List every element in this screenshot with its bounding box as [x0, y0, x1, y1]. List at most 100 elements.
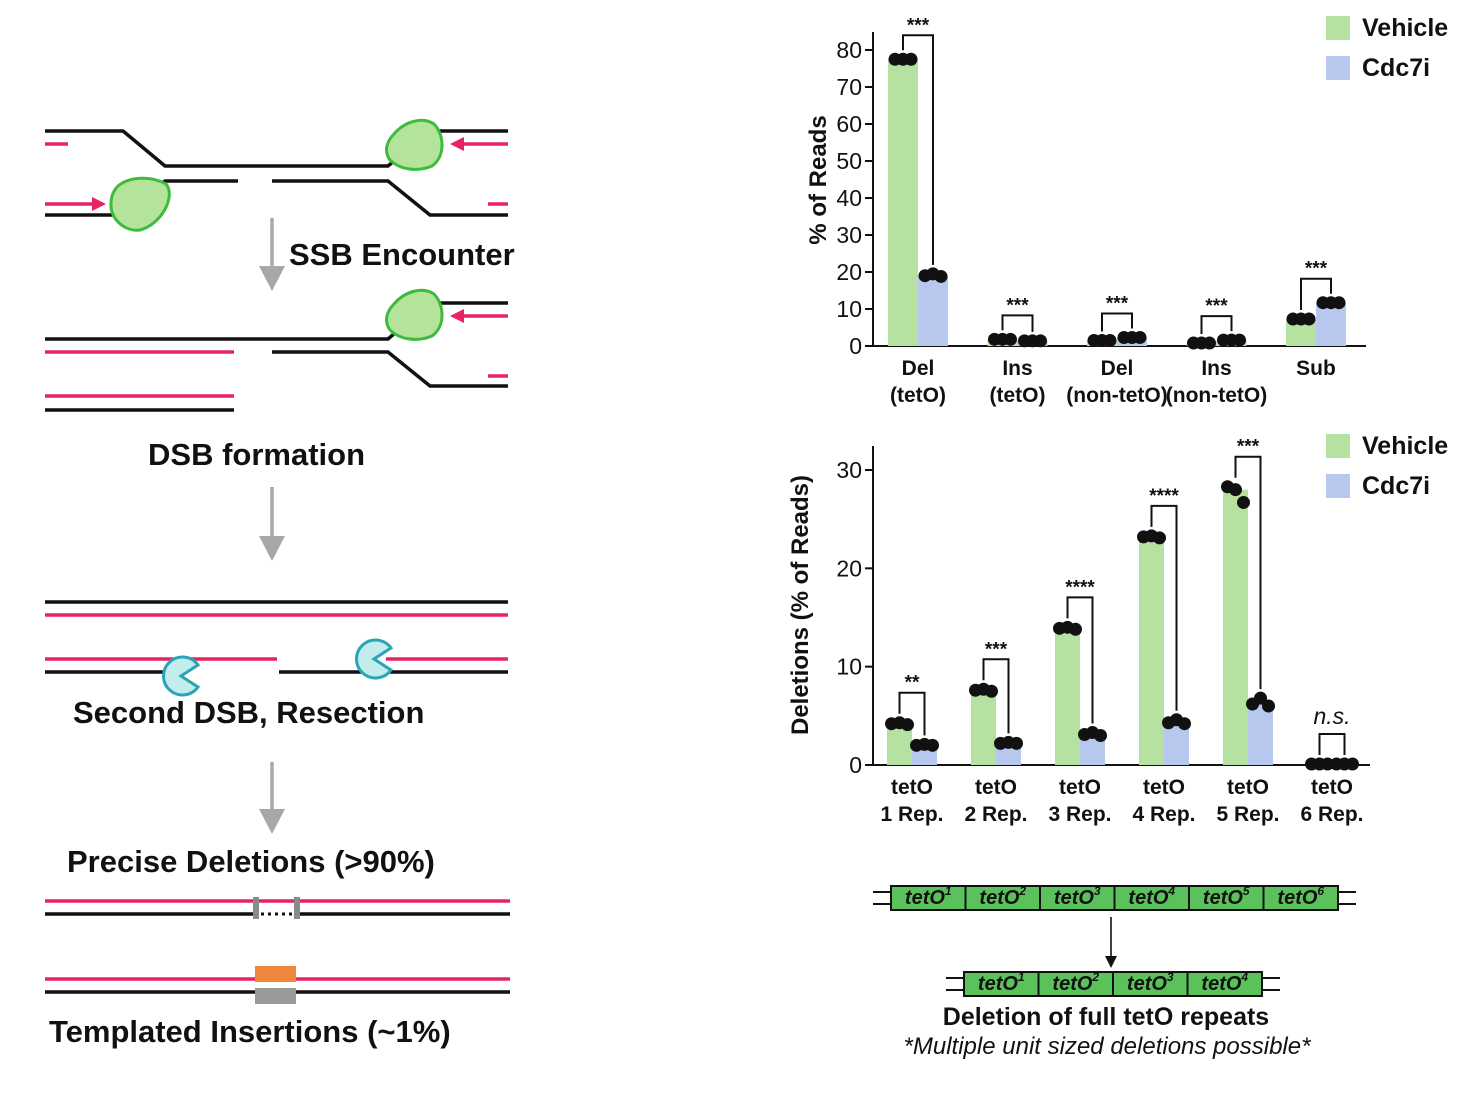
category-label: Ins	[1002, 357, 1032, 380]
down-arrow-icon	[259, 762, 285, 834]
down-arrow-icon	[259, 487, 285, 561]
significance-label: ****	[1149, 486, 1179, 507]
legend-label-vehicle: Vehicle	[1362, 14, 1448, 42]
significance-bracket	[1001, 314, 1034, 332]
teto-unit	[964, 885, 1041, 911]
legend-swatch-cdc7i	[1326, 56, 1350, 80]
y-tick-label: 30	[836, 222, 862, 248]
significance-bracket	[1300, 277, 1332, 310]
data-point	[1178, 717, 1191, 731]
teto-unit	[1188, 885, 1265, 911]
significance-label: ***	[1205, 296, 1228, 317]
teto-array-deleted: tetO1 tetO2 tetO3 tetO4	[946, 970, 1280, 997]
teto-unit-label: tetO5	[1203, 884, 1250, 909]
category-label: Del	[1101, 357, 1134, 380]
legend-label-cdc7i: Cdc7i	[1362, 472, 1430, 500]
legend: Vehicle Cdc7i	[1326, 432, 1448, 500]
category-label: tetO	[1227, 776, 1269, 799]
significance-label: ***	[1006, 295, 1029, 316]
data-point	[1034, 334, 1047, 348]
data-point	[1346, 757, 1359, 771]
y-tick-label: 50	[836, 148, 862, 174]
data-points	[888, 52, 1346, 350]
down-arrow-icon	[1105, 917, 1117, 968]
legend-swatch-vehicle	[1326, 434, 1350, 458]
axes: 0 10 20 30 40 50 60 70 80	[836, 32, 1366, 359]
data-point	[1004, 332, 1017, 346]
nuclease-pacman-icon	[355, 638, 394, 680]
category-label: tetO	[891, 776, 933, 799]
y-tick-label: 10	[836, 296, 862, 322]
significance-bracket	[1150, 504, 1178, 711]
category-label: tetO	[1311, 776, 1353, 799]
insertion-block-top	[255, 966, 296, 982]
category-label: Ins	[1201, 357, 1231, 380]
teto-unit-label: tetO3	[1127, 970, 1174, 995]
data-point	[1229, 483, 1242, 497]
bar-cdc7i	[1316, 302, 1346, 346]
data-point	[1203, 336, 1216, 350]
teto-unit-label: tetO2	[979, 884, 1026, 909]
outcome-label-templated-insertions: Templated Insertions (~1%)	[49, 1014, 451, 1049]
data-point	[1332, 296, 1346, 310]
y-tick-label: 30	[836, 457, 862, 483]
teto-unit-label: tetO6	[1277, 884, 1324, 909]
data-point	[1262, 699, 1275, 713]
teto-array-full: tetO1 tetO2 tetO3 tetO4 tetO5 tetO6	[873, 884, 1356, 911]
significance-label: ***	[985, 639, 1008, 660]
teto-array-schematic: tetO1 tetO2 tetO3 tetO4 tetO5 tetO6 tetO1 tetO…	[873, 884, 1356, 1060]
bar-vehicle	[971, 690, 996, 765]
bar-vehicle	[1139, 536, 1164, 765]
significance-label: ***	[907, 15, 930, 36]
y-tick-label: 70	[836, 74, 862, 100]
category-label: tetO	[1143, 776, 1185, 799]
bars	[887, 489, 1357, 765]
significance-label: ***	[1106, 293, 1129, 314]
deletion-boundary-left	[253, 897, 259, 919]
data-point	[1103, 333, 1117, 347]
y-tick-label: 20	[836, 259, 862, 285]
teto-unit-label: tetO4	[1201, 970, 1248, 995]
category-label: (tetO)	[990, 384, 1046, 407]
teto-unit	[890, 885, 967, 911]
significance-label: ***	[1305, 259, 1328, 280]
bar-cdc7i	[1248, 704, 1273, 765]
replication-schematic: SSB Encounter DSB formation	[45, 118, 515, 1049]
category-label: tetO	[1059, 776, 1101, 799]
significance-bracket	[1318, 733, 1346, 756]
teto-unit	[1113, 885, 1190, 911]
deletion-boundary-right	[294, 897, 300, 919]
data-point	[1094, 729, 1107, 742]
teto-unit	[1112, 971, 1189, 997]
category-label: (non-tetO)	[1066, 384, 1167, 407]
legend-label-cdc7i: Cdc7i	[1362, 54, 1430, 82]
bar-vehicle	[1055, 628, 1080, 765]
category-label: Sub	[1296, 357, 1336, 380]
data-point	[1010, 736, 1023, 750]
bar-vehicle	[1223, 489, 1248, 765]
category-label: 4 Rep.	[1132, 803, 1195, 826]
legend-swatch-vehicle	[1326, 16, 1350, 40]
category-labels: tetO 1 Rep. tetO 2 Rep. tetO 3 Rep. tetO 4 Rep.…	[880, 776, 1363, 826]
data-point	[1237, 495, 1250, 509]
category-label: 5 Rep.	[1216, 803, 1279, 826]
y-tick-label: 0	[849, 333, 862, 359]
significance-bracket	[902, 34, 934, 265]
teto-unit-label: tetO2	[1052, 970, 1099, 995]
data-point	[934, 269, 948, 283]
down-arrow-icon	[259, 218, 285, 291]
y-tick-label: 20	[836, 555, 862, 581]
parental-strand-top	[45, 129, 508, 168]
teto-unit	[1262, 885, 1339, 911]
cmg-helicase-icon	[109, 176, 171, 232]
category-label: (non-tetO)	[1166, 384, 1267, 407]
teto-unit-label: tetO4	[1128, 884, 1175, 909]
arrowhead-left-icon	[92, 197, 106, 211]
nuclease-pacman-icon	[162, 655, 201, 697]
insertion-block-bottom	[255, 988, 296, 1004]
parental-strand-right-bottom	[272, 179, 508, 217]
data-point	[1321, 757, 1334, 771]
y-axis-label: Deletions (% of Reads)	[787, 475, 814, 735]
step-label-dsb-formation: DSB formation	[148, 437, 365, 472]
